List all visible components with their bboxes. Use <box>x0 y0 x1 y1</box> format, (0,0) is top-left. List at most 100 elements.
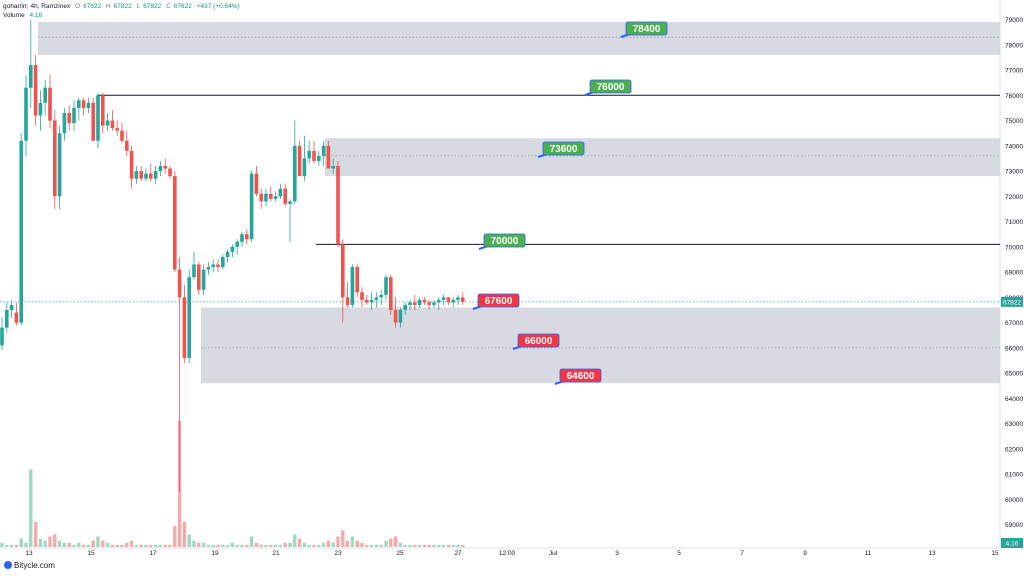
candle-body[interactable] <box>264 193 268 202</box>
candle-body[interactable] <box>134 171 139 179</box>
candle-body[interactable] <box>81 100 86 108</box>
candle-body[interactable] <box>105 120 110 126</box>
candle-body[interactable] <box>389 277 393 310</box>
price-label-box[interactable] <box>589 79 632 94</box>
candle-body[interactable] <box>38 102 43 116</box>
candle-body[interactable] <box>254 173 259 194</box>
candle-body[interactable] <box>379 294 383 298</box>
candle-body[interactable] <box>187 277 191 358</box>
candle-body[interactable] <box>360 292 364 300</box>
candle-body[interactable] <box>19 140 23 323</box>
zone-rectangle[interactable] <box>38 22 1000 55</box>
price-label-box[interactable] <box>477 293 520 308</box>
candle-body[interactable] <box>422 299 427 303</box>
candle-body[interactable] <box>86 102 91 108</box>
candle-body[interactable] <box>369 299 374 303</box>
candle-body[interactable] <box>355 267 359 293</box>
candle-body[interactable] <box>158 166 163 172</box>
price-label-box[interactable] <box>559 368 602 383</box>
candle-body[interactable] <box>341 244 345 298</box>
brand-footer[interactable]: Bitycle.com <box>4 561 55 570</box>
candle-body[interactable] <box>259 193 263 202</box>
candle-body[interactable] <box>235 241 239 247</box>
candle-body[interactable] <box>72 107 76 124</box>
candle-body[interactable] <box>9 304 14 310</box>
candle-body[interactable] <box>374 297 379 300</box>
candle-body[interactable] <box>221 256 225 268</box>
candle-body[interactable] <box>336 166 340 245</box>
candle-body[interactable] <box>110 120 115 129</box>
candle-body[interactable] <box>96 95 100 141</box>
candle-body[interactable] <box>269 193 273 199</box>
candle-body[interactable] <box>427 302 431 305</box>
candle-body[interactable] <box>230 246 235 252</box>
candle-body[interactable] <box>48 87 52 121</box>
candle-body[interactable] <box>67 112 71 124</box>
candle-body[interactable] <box>115 128 119 131</box>
candle-body[interactable] <box>417 299 422 305</box>
candle-body[interactable] <box>326 145 331 169</box>
candle-body[interactable] <box>451 299 455 303</box>
candle-body[interactable] <box>101 95 105 126</box>
candle-body[interactable] <box>283 188 287 204</box>
price-label-box[interactable] <box>517 333 560 348</box>
candle-body[interactable] <box>177 269 182 298</box>
candle-body[interactable] <box>168 168 172 177</box>
candle-body[interactable] <box>398 309 403 323</box>
candle-body[interactable] <box>163 166 167 169</box>
candle-body[interactable] <box>206 267 211 270</box>
candle-body[interactable] <box>24 87 28 141</box>
candle-body[interactable] <box>461 297 465 302</box>
candle-body[interactable] <box>393 309 398 323</box>
candle-body[interactable] <box>197 264 201 290</box>
candle-body[interactable] <box>62 112 67 134</box>
candle-body[interactable] <box>456 297 460 300</box>
candle-body[interactable] <box>288 201 292 204</box>
candle-body[interactable] <box>125 140 129 151</box>
zone-rectangle[interactable] <box>325 138 1000 177</box>
candle-body[interactable] <box>437 299 441 303</box>
candle-body[interactable] <box>211 264 215 268</box>
candle-body[interactable] <box>446 297 451 303</box>
candle-body[interactable] <box>182 297 187 358</box>
candle-body[interactable] <box>403 304 407 310</box>
candle-body[interactable] <box>216 264 220 268</box>
candle-body[interactable] <box>365 299 369 303</box>
candle-body[interactable] <box>129 150 134 179</box>
symbol-name[interactable]: gohar/irr, 4h, Ramzinex <box>3 3 71 10</box>
candle-body[interactable] <box>331 166 335 169</box>
candle-body[interactable] <box>312 150 316 161</box>
candle-body[interactable] <box>297 145 302 177</box>
candle-body[interactable] <box>139 171 143 179</box>
candle-body[interactable] <box>225 251 230 257</box>
candle-body[interactable] <box>57 133 62 197</box>
candle-body[interactable] <box>441 297 446 300</box>
price-label-box[interactable] <box>483 233 526 248</box>
candle-body[interactable] <box>240 234 244 242</box>
candle-body[interactable] <box>192 264 196 278</box>
candle-body[interactable] <box>302 158 307 177</box>
candle-body[interactable] <box>278 188 283 197</box>
candle-body[interactable] <box>5 309 9 328</box>
candle-body[interactable] <box>245 234 249 240</box>
candle-body[interactable] <box>120 130 124 141</box>
price-label-box[interactable] <box>625 21 668 36</box>
candle-body[interactable] <box>307 150 311 159</box>
candle-body[interactable] <box>33 64 38 116</box>
candle-body[interactable] <box>173 176 177 270</box>
candle-body[interactable] <box>321 145 326 156</box>
candle-body[interactable] <box>91 102 95 141</box>
candle-body[interactable] <box>153 171 158 179</box>
candle-body[interactable] <box>350 267 355 305</box>
price-label-box[interactable] <box>542 141 585 156</box>
volume-label[interactable]: Volume <box>3 12 25 19</box>
candle-body[interactable] <box>432 302 436 305</box>
candle-body[interactable] <box>29 64 33 88</box>
candle-body[interactable] <box>201 269 206 290</box>
candle-body[interactable] <box>53 120 57 197</box>
candle-body[interactable] <box>144 173 148 179</box>
candle-body[interactable] <box>14 312 19 323</box>
candle-body[interactable] <box>345 297 350 305</box>
candle-body[interactable] <box>384 277 388 295</box>
